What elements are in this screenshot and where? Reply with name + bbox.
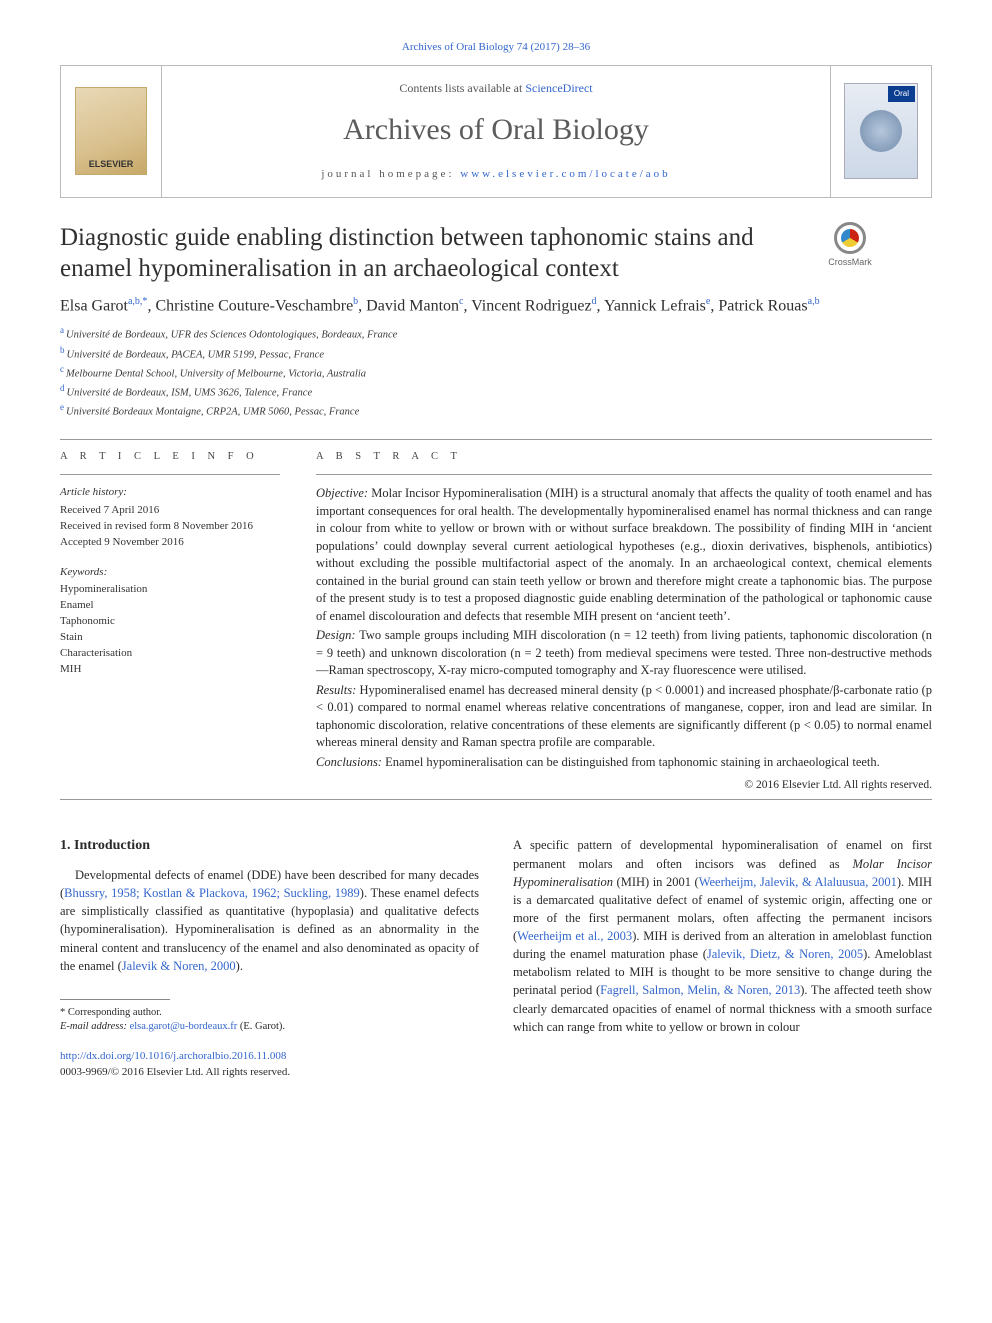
history-line: Accepted 9 November 2016 bbox=[60, 535, 280, 551]
affiliation-line: bUniversité de Bordeaux, PACEA, UMR 5199… bbox=[60, 344, 932, 363]
abstract-copyright: © 2016 Elsevier Ltd. All rights reserved… bbox=[316, 777, 932, 793]
email-suffix: (E. Garot). bbox=[237, 1021, 285, 1032]
journal-cover-cell: Oral bbox=[831, 66, 931, 196]
results-lead: Results: bbox=[316, 683, 356, 697]
email-line: E-mail address: elsa.garot@u-bordeaux.fr… bbox=[60, 1020, 479, 1035]
keyword-line: Enamel bbox=[60, 598, 280, 614]
journal-header-box: ELSEVIER Contents lists available at Sci… bbox=[60, 65, 932, 197]
sciencedirect-link[interactable]: ScienceDirect bbox=[525, 81, 592, 95]
affiliations-block: aUniversité de Bordeaux, UFR des Science… bbox=[60, 324, 932, 420]
meta-row: A R T I C L E I N F O Article history: R… bbox=[60, 450, 932, 794]
journal-name: Archives of Oral Biology bbox=[170, 109, 822, 151]
body-columns: 1. Introduction Developmental defects of… bbox=[60, 836, 932, 1080]
footnote-rule bbox=[60, 999, 170, 1000]
journal-header-center: Contents lists available at ScienceDirec… bbox=[161, 66, 831, 196]
affiliation-line: cMelbourne Dental School, University of … bbox=[60, 363, 932, 382]
design-lead: Design: bbox=[316, 628, 356, 642]
homepage-label: journal homepage: bbox=[321, 168, 460, 180]
authors-line: Elsa Garota,b,*, Christine Couture-Vesch… bbox=[60, 294, 932, 318]
conclusions-text: Enamel hypomineralisation can be disting… bbox=[382, 755, 880, 769]
homepage-url-link[interactable]: www.elsevier.com/locate/aob bbox=[460, 168, 670, 180]
contents-available-line: Contents lists available at ScienceDirec… bbox=[170, 80, 822, 97]
divider-bottom bbox=[60, 799, 932, 800]
elsevier-logo-icon: ELSEVIER bbox=[75, 87, 147, 175]
abstract-design: Design: Two sample groups including MIH … bbox=[316, 627, 932, 680]
crossmark-label: CrossMark bbox=[828, 256, 872, 269]
article-history-block: Article history: Received 7 April 2016Re… bbox=[60, 485, 280, 550]
article-info-label: A R T I C L E I N F O bbox=[60, 450, 280, 465]
intro-paragraph-right: A specific pattern of developmental hypo… bbox=[513, 836, 932, 1035]
keywords-block: Keywords: HypomineralisationEnamelTaphon… bbox=[60, 565, 280, 678]
keyword-line: Characterisation bbox=[60, 646, 280, 662]
doi-block: http://dx.doi.org/10.1016/j.archoralbio.… bbox=[60, 1049, 479, 1080]
cover-circle-icon bbox=[860, 110, 902, 152]
crossmark-badge[interactable]: CrossMark bbox=[810, 222, 890, 269]
history-header: Article history: bbox=[60, 485, 280, 500]
divider-top bbox=[60, 439, 932, 440]
article-head-row: Diagnostic guide enabling distinction be… bbox=[60, 222, 932, 285]
contents-pre: Contents lists available at bbox=[399, 81, 525, 95]
keyword-line: Taphonomic bbox=[60, 614, 280, 630]
keyword-line: Hypomineralisation bbox=[60, 582, 280, 598]
affiliation-line: eUniversité Bordeaux Montaigne, CRP2A, U… bbox=[60, 401, 932, 420]
running-head-link[interactable]: Archives of Oral Biology 74 (2017) 28–36 bbox=[402, 41, 590, 53]
design-text: Two sample groups including MIH discolor… bbox=[316, 628, 932, 677]
author-email-link[interactable]: elsa.garot@u-bordeaux.fr bbox=[130, 1021, 238, 1032]
keywords-header: Keywords: bbox=[60, 565, 280, 580]
article-title: Diagnostic guide enabling distinction be… bbox=[60, 222, 810, 285]
history-line: Received in revised form 8 November 2016 bbox=[60, 519, 280, 535]
publisher-logo-cell: ELSEVIER bbox=[61, 66, 161, 196]
email-label: E-mail address: bbox=[60, 1021, 130, 1032]
intro-paragraph-left: Developmental defects of enamel (DDE) ha… bbox=[60, 866, 479, 975]
abstract-objective: Objective: Molar Incisor Hypomineralisat… bbox=[316, 485, 932, 625]
elsevier-logo-label: ELSEVIER bbox=[89, 158, 134, 171]
objective-text: Molar Incisor Hypomineralisation (MIH) i… bbox=[316, 486, 932, 623]
abstract-label: A B S T R A C T bbox=[316, 450, 932, 465]
keyword-line: Stain bbox=[60, 630, 280, 646]
article-info-column: A R T I C L E I N F O Article history: R… bbox=[60, 450, 280, 794]
affiliation-line: aUniversité de Bordeaux, UFR des Science… bbox=[60, 324, 932, 343]
body-col-left: 1. Introduction Developmental defects of… bbox=[60, 836, 479, 1080]
conclusions-lead: Conclusions: bbox=[316, 755, 382, 769]
crossmark-icon bbox=[834, 222, 866, 254]
abstract-conclusions: Conclusions: Enamel hypomineralisation c… bbox=[316, 754, 932, 772]
running-head: Archives of Oral Biology 74 (2017) 28–36 bbox=[60, 40, 932, 55]
footnotes: * Corresponding author. E-mail address: … bbox=[60, 1006, 479, 1035]
history-line: Received 7 April 2016 bbox=[60, 503, 280, 519]
cover-tab-label: Oral bbox=[888, 86, 915, 101]
journal-homepage-line: journal homepage: www.elsevier.com/locat… bbox=[170, 167, 822, 182]
abstract-results: Results: Hypomineralised enamel has decr… bbox=[316, 682, 932, 752]
divider-ai bbox=[60, 474, 280, 475]
divider-abs bbox=[316, 474, 932, 475]
objective-lead: Objective: bbox=[316, 486, 368, 500]
body-col-right: A specific pattern of developmental hypo… bbox=[513, 836, 932, 1080]
corresponding-author: * Corresponding author. bbox=[60, 1006, 479, 1021]
doi-link[interactable]: http://dx.doi.org/10.1016/j.archoralbio.… bbox=[60, 1050, 286, 1062]
journal-cover-thumbnail-icon: Oral bbox=[844, 83, 918, 179]
results-text: Hypomineralised enamel has decreased min… bbox=[316, 683, 932, 750]
affiliation-line: dUniversité de Bordeaux, ISM, UMS 3626, … bbox=[60, 382, 932, 401]
abstract-column: A B S T R A C T Objective: Molar Incisor… bbox=[316, 450, 932, 794]
intro-heading: 1. Introduction bbox=[60, 836, 479, 856]
keyword-line: MIH bbox=[60, 662, 280, 678]
issn-copyright: 0003-9969/© 2016 Elsevier Ltd. All right… bbox=[60, 1066, 290, 1078]
